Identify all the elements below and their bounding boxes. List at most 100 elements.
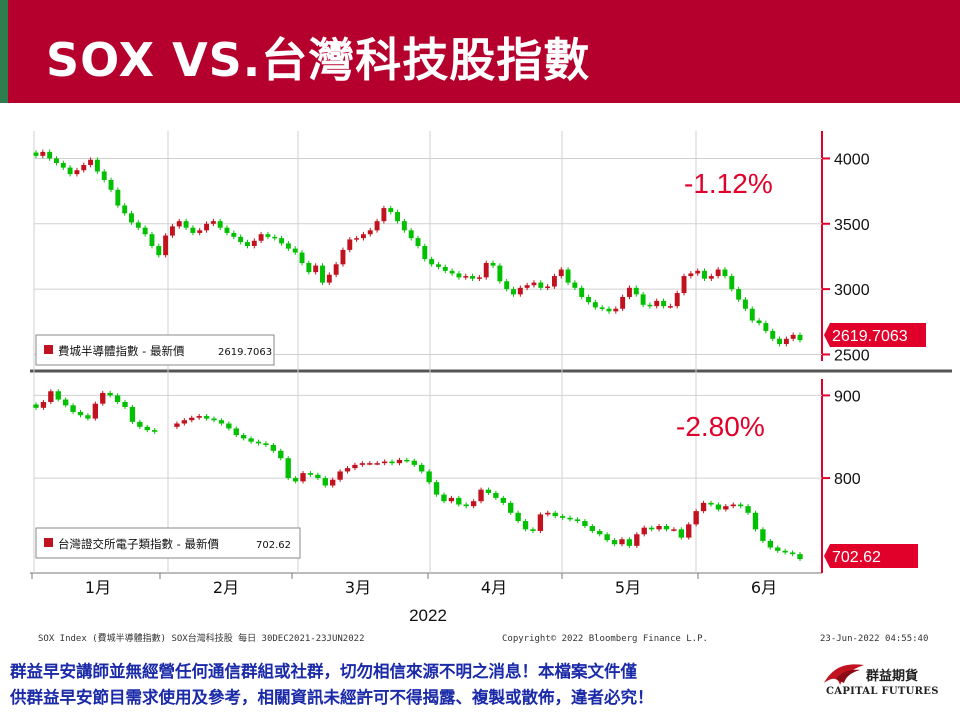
legend-bottom-value: 702.62 <box>256 540 291 551</box>
candle-body <box>33 152 39 156</box>
candle-body <box>108 180 114 190</box>
candle-body <box>258 234 264 241</box>
disclaimer-line-2: 供群益早安節目需求使用及參考，相關資訊未經許可不得揭露、複製或散佈，違者必究！ <box>10 688 654 707</box>
y-tick-label: 900 <box>834 388 861 405</box>
candle-body <box>648 527 655 530</box>
candle-body <box>388 208 394 213</box>
candle-body <box>760 529 766 541</box>
candle-body <box>767 540 774 548</box>
candle-body <box>745 506 751 513</box>
candle-body <box>360 234 366 239</box>
candle-body <box>633 287 639 295</box>
candle-body <box>647 304 653 307</box>
candle-body <box>322 478 328 486</box>
candle-body <box>374 463 380 465</box>
candle-body <box>522 521 529 530</box>
candle-body <box>797 334 803 341</box>
y-tick-label: 3500 <box>834 217 870 234</box>
candle-body <box>572 282 578 288</box>
candle-body <box>33 404 39 408</box>
candle-body <box>463 504 469 507</box>
candle-body <box>156 246 162 256</box>
candle-body <box>742 299 748 309</box>
candle-body <box>545 512 551 515</box>
candle-body <box>135 222 141 228</box>
candle-body <box>129 406 136 422</box>
candle-body <box>654 300 660 307</box>
chart-svg: 4000 3500 3000 2500 900 800 費城半導體指數 - 最新價 261… <box>30 131 952 644</box>
candle-body <box>763 323 769 331</box>
candle-body <box>641 527 647 535</box>
candle-body <box>579 287 585 297</box>
logo-name: 群益期貨 <box>866 669 919 684</box>
candle-body <box>485 489 492 493</box>
candle-body <box>478 489 484 502</box>
candle-body <box>211 418 217 421</box>
candle-body <box>604 534 610 541</box>
candle-body <box>574 519 581 522</box>
candle-body <box>114 395 121 403</box>
candle-body <box>730 504 736 507</box>
candle-body <box>429 259 435 265</box>
title-bar: SOX VS.台灣科技股指數 <box>0 0 960 103</box>
candle-body <box>367 463 373 465</box>
candle-body <box>279 238 285 244</box>
candle-layer <box>33 149 803 562</box>
candle-body <box>441 494 447 502</box>
candle-body <box>436 264 441 267</box>
candle-body <box>401 221 407 231</box>
candle-body <box>285 458 291 479</box>
candle-body <box>47 151 53 159</box>
month-label: 6月 <box>751 578 777 597</box>
candle-body <box>129 213 134 223</box>
candle-body <box>433 482 440 495</box>
candle-body <box>508 502 514 513</box>
candle-body <box>190 227 196 233</box>
candle-body <box>231 232 237 237</box>
candle-body <box>122 205 128 214</box>
candle-body <box>101 171 107 181</box>
candle-body <box>674 293 680 307</box>
candle-body <box>210 221 216 224</box>
candle-body <box>700 502 707 512</box>
candle-body <box>500 497 506 503</box>
candle-body <box>265 234 271 237</box>
tw-last-value-badge: 702.62 <box>824 544 918 568</box>
candle-body <box>344 468 351 472</box>
candle-body <box>255 441 262 444</box>
candle-body <box>470 501 477 507</box>
candle-body <box>217 221 223 228</box>
candle-body <box>545 286 551 289</box>
candle-body <box>695 270 701 274</box>
candle-body <box>686 524 692 538</box>
candle-body <box>163 235 169 256</box>
candle-body <box>504 281 510 290</box>
legend-bottom: 台灣證交所電子類指數 - 最新價 702.62 <box>35 527 301 559</box>
candle-body <box>313 265 319 273</box>
candle-body <box>797 554 803 560</box>
legend-top-value: 2619.7063 <box>218 347 272 358</box>
candle-body <box>411 460 417 465</box>
candle-body <box>81 164 87 171</box>
candle-body <box>552 512 558 517</box>
candle-body <box>248 438 254 442</box>
candle-body <box>497 265 503 282</box>
candle-body <box>292 478 299 482</box>
candle-body <box>449 270 455 274</box>
candle-body <box>592 302 598 308</box>
candle-body <box>681 276 687 294</box>
candle-body <box>197 230 203 233</box>
candle-body <box>241 435 247 439</box>
candle-body <box>374 221 380 231</box>
candle-body <box>611 540 618 545</box>
candle-body <box>537 514 544 531</box>
candle-body <box>189 417 195 421</box>
candle-body <box>307 473 314 475</box>
candle-body <box>226 423 232 429</box>
candle-body <box>174 423 180 427</box>
candle-body <box>671 529 677 531</box>
candle-body <box>708 502 714 505</box>
legend-bottom-swatch <box>44 538 53 547</box>
candle-body <box>426 471 432 483</box>
candle-body <box>442 266 448 271</box>
